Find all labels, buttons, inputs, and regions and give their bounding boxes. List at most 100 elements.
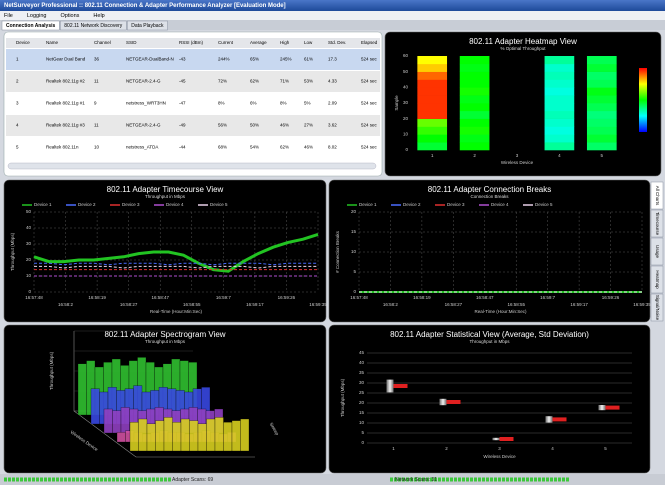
spectrum-bar [163, 417, 173, 452]
progress-segment [494, 477, 497, 482]
heatmap-cell [459, 56, 490, 65]
x-axis-label: Real-Time (Hour:Min:Sec) [474, 309, 527, 314]
spectrum-bar [138, 418, 148, 452]
x-tick-label: 1 [392, 446, 395, 451]
x-tick-label: 2 [445, 446, 448, 451]
heatmap-cell [586, 63, 617, 72]
progress-segment [414, 477, 417, 482]
progress-segment [458, 477, 461, 482]
x-tick-label: 5 [601, 153, 604, 158]
table-cell: 5% [304, 101, 311, 106]
side-tab[interactable] [650, 237, 664, 266]
side-tab[interactable] [650, 209, 664, 238]
tab-label[interactable]: Connection Analysis [6, 23, 55, 29]
progress-segment [108, 477, 111, 482]
legend-label: Device 2 [403, 202, 421, 207]
x-tick-label: 1 [431, 153, 434, 158]
y-tick-label: 5 [353, 269, 356, 274]
x-tick-label: 3 [498, 446, 501, 451]
side-tab-label[interactable]: All Charts [655, 186, 660, 206]
progress-segment [16, 477, 19, 482]
table-cell: -45 [179, 79, 186, 84]
scrollbar[interactable] [7, 162, 377, 170]
table-cell: 11 [94, 123, 99, 128]
progress-segment [502, 477, 505, 482]
status-text: Network Scans: 31 [395, 477, 437, 483]
table-cell: 524 sec [361, 101, 378, 106]
heatmap-cell [544, 79, 575, 88]
column-header: High [280, 40, 290, 45]
x-tick-label: 16:58:55 [507, 302, 525, 307]
table-cell: 8.02 [328, 145, 337, 150]
spectrum-bar [214, 417, 224, 452]
progress-segment [40, 477, 43, 482]
table-row[interactable] [6, 49, 380, 70]
tab[interactable] [1, 20, 60, 31]
heatmap-cell [544, 142, 575, 151]
tab-label[interactable]: Data Playback [131, 23, 164, 29]
heatmap-cell [586, 110, 617, 119]
progress-segment [450, 477, 453, 482]
table-row[interactable] [6, 137, 380, 158]
progress-segment [394, 477, 397, 482]
tab[interactable] [127, 20, 168, 31]
table-cell: 4.33 [328, 79, 337, 84]
progress-segment [538, 477, 541, 482]
table-cell: NETGEAR-2.4-G [126, 123, 161, 128]
side-tab-label[interactable]: Signal/Noise [655, 295, 660, 321]
tab[interactable] [60, 20, 127, 31]
side-tab-label[interactable]: Usage [655, 245, 660, 259]
side-tab[interactable] [650, 181, 664, 210]
heatmap-cell [586, 95, 617, 104]
menu-item[interactable]: Logging [27, 13, 47, 19]
average-bar [499, 437, 514, 441]
average-bar [605, 405, 620, 410]
tab-label[interactable]: 802.11 Network Discovery [64, 23, 122, 29]
table-cell: 9 [94, 101, 97, 106]
legend-label: Device 4 [491, 202, 509, 207]
table-cell: 244% [218, 57, 230, 62]
x-tick-label: 16:58:2 [58, 302, 74, 307]
progress-segment [96, 477, 99, 482]
table-row[interactable] [6, 115, 380, 136]
spectrum-bar [155, 420, 165, 452]
progress-segment [132, 477, 135, 482]
column-header: Std. Dev. [328, 40, 346, 45]
menu-item[interactable]: Help [93, 13, 104, 19]
progress-segment [390, 477, 393, 482]
side-tab[interactable] [650, 265, 664, 294]
table-cell: 36 [94, 57, 100, 62]
x-tick-label: 16:58:47 [476, 295, 494, 300]
side-tab-label[interactable]: Timecourse [655, 212, 660, 236]
x-tick-label: 16:57:48 [25, 295, 43, 300]
progress-segment [136, 477, 139, 482]
table-row[interactable] [6, 71, 380, 92]
progress-segment [80, 477, 83, 482]
progress-segment [482, 477, 485, 482]
progress-segment [422, 477, 425, 482]
y-axis-label: Throughput (Mbps) [340, 378, 345, 417]
menu-item[interactable]: Options [60, 13, 79, 19]
table-cell: 4 [16, 123, 19, 128]
std-dev-box [545, 416, 553, 423]
heatmap-cell [417, 56, 448, 65]
progress-segment [454, 477, 457, 482]
progress-segment [148, 477, 151, 482]
heatmap-cell [586, 134, 617, 143]
table-row[interactable] [6, 93, 380, 114]
side-tab[interactable] [650, 293, 664, 322]
average-bar [393, 384, 408, 388]
heatmap-cell [544, 103, 575, 112]
column-header: Name [46, 40, 59, 45]
heatmap-cell [417, 95, 448, 104]
table-cell: -49 [179, 123, 186, 128]
spectrum-bar [240, 418, 250, 452]
table-cell: 71% [280, 79, 289, 84]
heatmap-cell [586, 87, 617, 96]
side-tab-label[interactable]: Heatmap [655, 270, 660, 289]
table-cell: 27% [304, 123, 313, 128]
series-line [34, 262, 318, 266]
spectrum-bar [90, 388, 100, 425]
table-cell: NETGEAR-2.4-G [126, 79, 161, 84]
menu-item[interactable]: File [4, 13, 13, 19]
